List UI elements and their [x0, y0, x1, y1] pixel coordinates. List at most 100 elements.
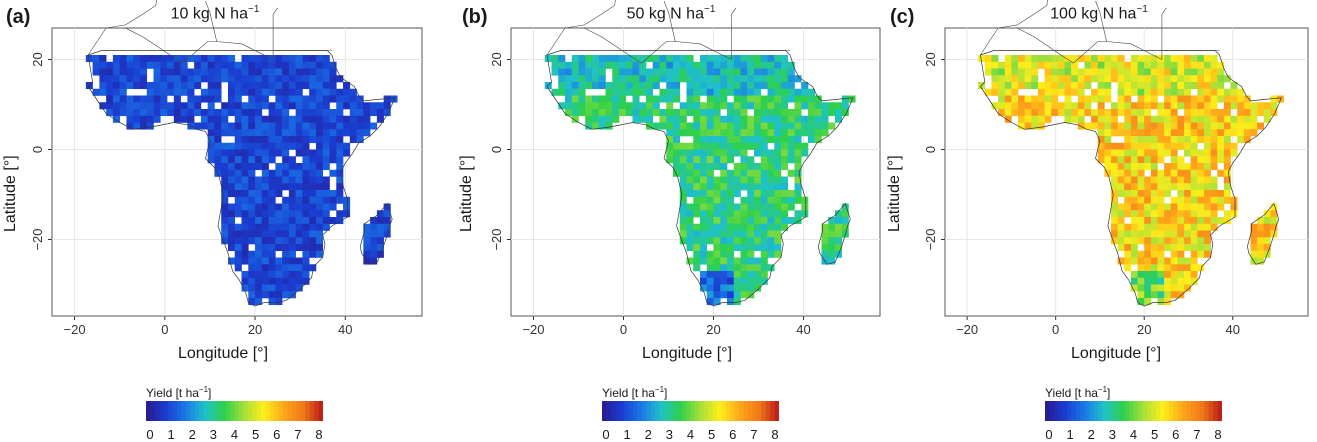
yield-cell	[282, 244, 290, 252]
yield-cell	[632, 95, 640, 103]
yield-cell	[1150, 55, 1158, 63]
yield-cell	[1104, 82, 1112, 90]
yield-cell	[282, 75, 290, 83]
yield-cell	[754, 129, 762, 137]
yield-cell	[261, 169, 269, 177]
yield-cell	[686, 257, 694, 265]
yield-cell	[998, 61, 1006, 69]
yield-cell	[747, 163, 755, 171]
yield-cell	[241, 230, 249, 238]
legend-color-step	[672, 401, 678, 421]
legend-color-step	[1151, 401, 1157, 421]
yield-cell	[659, 95, 667, 103]
yield-cell	[207, 68, 215, 76]
yield-cell	[322, 109, 330, 117]
yield-cell	[686, 55, 694, 63]
yield-cell	[302, 136, 310, 144]
yield-cell	[214, 129, 222, 137]
yield-cell	[774, 190, 782, 198]
yield-cell	[343, 142, 351, 150]
yield-cell	[612, 68, 620, 76]
yield-cell	[329, 156, 337, 164]
yield-cell	[598, 109, 606, 117]
yield-cell	[1170, 115, 1178, 123]
yield-cell	[1057, 102, 1065, 110]
yield-cell	[214, 109, 222, 117]
yield-cell	[1197, 109, 1205, 117]
yield-cell	[679, 142, 687, 150]
yield-cell	[679, 156, 687, 164]
yield-cell	[288, 190, 296, 198]
yield-cell	[268, 237, 276, 245]
yield-cell	[571, 61, 579, 69]
yield-cell	[1150, 142, 1158, 150]
yield-cell	[227, 257, 236, 265]
yield-cell	[1230, 95, 1238, 103]
yield-cell	[801, 210, 809, 218]
yield-cell	[349, 102, 357, 110]
yield-cell	[133, 82, 141, 90]
yield-cell	[700, 190, 708, 198]
yield-cell	[1210, 61, 1218, 69]
yield-cell	[173, 68, 181, 76]
yield-cell	[1124, 82, 1132, 90]
yield-cell	[1190, 277, 1198, 285]
yield-cell	[558, 68, 566, 76]
yield-cell	[207, 109, 215, 117]
yield-cell	[295, 190, 303, 198]
yield-cell	[585, 115, 593, 123]
yield-cell	[686, 75, 694, 83]
yield-cell	[261, 115, 269, 123]
yield-cell	[309, 55, 317, 63]
legend-color-step	[163, 401, 169, 421]
yield-cell	[720, 244, 728, 252]
yield-cell	[787, 203, 795, 211]
yield-cell	[1237, 102, 1245, 110]
yield-cell	[329, 68, 337, 76]
yield-cell	[329, 95, 337, 103]
yield-cell	[288, 142, 296, 150]
yield-cell	[733, 75, 741, 83]
yield-cell	[713, 230, 721, 238]
legend-tick-label: 8	[1214, 427, 1222, 442]
yield-cell	[1004, 82, 1012, 90]
yield-cell	[248, 115, 256, 123]
yield-cell	[1150, 122, 1158, 130]
yield-cell	[1104, 61, 1112, 69]
yield-cell	[1124, 210, 1132, 218]
yield-cell	[336, 115, 344, 123]
yield-cell	[1071, 115, 1079, 123]
yield-cell	[754, 217, 762, 225]
yield-cell	[1177, 142, 1185, 150]
yield-cell	[781, 149, 789, 157]
legend-color-step	[765, 401, 771, 421]
yield-cell	[1170, 271, 1178, 279]
yield-cell	[1144, 102, 1152, 110]
yield-cell	[295, 149, 303, 157]
yield-cell	[221, 122, 229, 130]
yield-cell	[740, 244, 748, 252]
yield-cell	[282, 217, 290, 225]
yield-cell	[261, 244, 269, 252]
yield-cell	[99, 88, 107, 96]
yield-cell	[693, 237, 701, 245]
yield-cell	[1018, 122, 1025, 130]
yield-cell	[336, 75, 344, 83]
yield-cell	[1190, 203, 1198, 211]
yield-cell	[1018, 115, 1025, 123]
yield-cell	[787, 169, 795, 177]
yield-cell	[1270, 210, 1278, 218]
yield-cell	[1170, 264, 1178, 272]
yield-cell	[760, 257, 768, 265]
yield-cell	[302, 115, 310, 123]
yield-cell	[1203, 210, 1211, 218]
yield-cell	[814, 129, 822, 137]
yield-cell	[1197, 196, 1205, 204]
yield-cell	[255, 257, 263, 265]
yield-cell	[592, 82, 600, 90]
yield-cell	[679, 210, 687, 218]
yield-cell	[1157, 55, 1165, 63]
yield-cell	[781, 163, 789, 171]
yield-cell	[1111, 163, 1118, 171]
